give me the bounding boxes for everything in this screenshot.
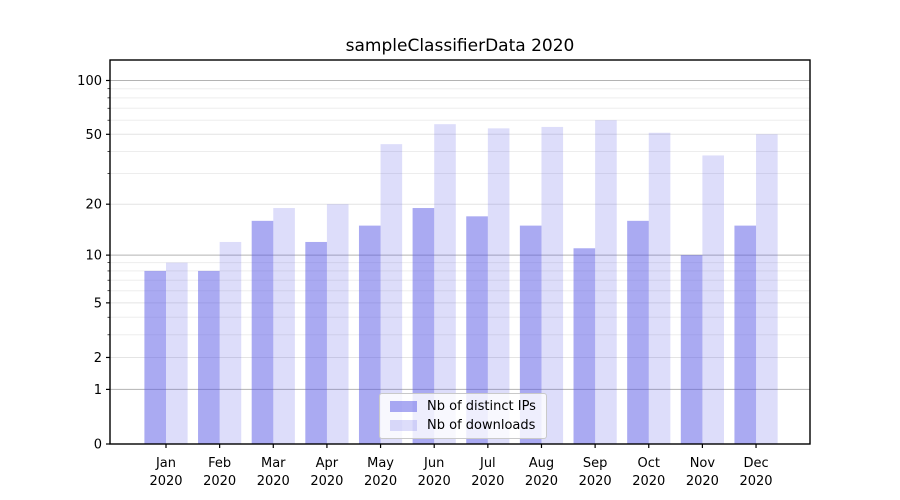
x-tick-label-year-aug: 2020	[525, 474, 558, 489]
x-tick-label-year-sep: 2020	[579, 474, 612, 489]
x-tick-label-year-oct: 2020	[632, 474, 665, 489]
bar-nb-of-distinct-ips-oct	[627, 220, 649, 444]
x-tick-label-year-jul: 2020	[471, 474, 504, 489]
plot-border	[109, 59, 811, 445]
x-tick-label-year-jun: 2020	[418, 474, 451, 489]
x-tick-label-year-apr: 2020	[310, 474, 343, 489]
bar-nb-of-distinct-ips-jul	[466, 216, 488, 444]
x-tick-label-month-apr: Apr	[316, 456, 339, 471]
legend-label-downloads: Nb of downloads	[427, 418, 536, 433]
bar-nb-of-downloads-nov	[702, 155, 724, 445]
x-tick-label-year-may: 2020	[364, 474, 397, 489]
y-tick-label-2: 2	[94, 351, 102, 366]
bar-nb-of-distinct-ips-apr	[305, 241, 327, 444]
x-tick-label-year-jan: 2020	[149, 474, 182, 489]
legend-entry-distinct-ips: Nb of distinct IPs	[390, 398, 536, 415]
bar-nb-of-downloads-sep	[595, 120, 617, 445]
x-tick-label-year-dec: 2020	[739, 474, 772, 489]
bar-nb-of-downloads-apr	[326, 204, 349, 444]
y-tick-label-5: 5	[94, 296, 102, 311]
bar-nb-of-distinct-ips-mar	[251, 220, 274, 444]
legend-swatch-distinct-ips	[390, 401, 417, 412]
legend-swatch-downloads	[390, 420, 417, 431]
x-tick-label-year-feb: 2020	[203, 474, 236, 489]
y-tick-label-100: 100	[77, 74, 102, 89]
x-tick-label-month-jun: Jun	[423, 456, 444, 471]
bar-nb-of-downloads-may	[380, 144, 403, 445]
bar-nb-of-distinct-ips-aug	[519, 225, 542, 444]
bar-nb-of-downloads-jan	[166, 262, 188, 444]
bar-nb-of-downloads-jul	[487, 128, 510, 445]
bar-nb-of-distinct-ips-jan	[144, 270, 166, 444]
x-tick-label-year-nov: 2020	[686, 474, 719, 489]
y-tick-label-50: 50	[85, 128, 102, 143]
y-tick-label-0: 0	[94, 438, 102, 453]
x-tick-label-month-aug: Aug	[529, 456, 554, 471]
bar-nb-of-downloads-aug	[541, 126, 564, 445]
x-tick-label-month-jan: Jan	[155, 456, 176, 471]
legend-entry-downloads: Nb of downloads	[390, 417, 536, 434]
y-tick-label-10: 10	[85, 249, 102, 264]
bar-nb-of-distinct-ips-jun	[412, 208, 435, 444]
y-tick-label-20: 20	[85, 198, 102, 213]
bar-nb-of-distinct-ips-dec	[734, 225, 757, 444]
x-tick-label-month-jul: Jul	[479, 456, 496, 471]
bar-nb-of-distinct-ips-sep	[573, 248, 596, 444]
x-tick-label-month-feb: Feb	[208, 456, 231, 471]
x-tick-label-month-mar: Mar	[261, 456, 286, 471]
bar-nb-of-downloads-dec	[756, 134, 778, 444]
x-tick-label-month-sep: Sep	[583, 456, 608, 471]
x-tick-label-month-dec: Dec	[743, 456, 768, 471]
x-tick-label-month-oct: Oct	[638, 456, 660, 471]
x-tick-label-month-nov: Nov	[690, 456, 716, 471]
legend: Nb of distinct IPs Nb of downloads	[379, 393, 547, 439]
y-tick-label-1: 1	[94, 383, 102, 398]
bar-nb-of-downloads-mar	[273, 208, 295, 444]
bar-nb-of-downloads-jun	[434, 124, 456, 444]
bar-nb-of-distinct-ips-may	[358, 225, 381, 444]
bar-nb-of-distinct-ips-nov	[680, 255, 703, 444]
legend-label-distinct-ips: Nb of distinct IPs	[427, 399, 536, 414]
bar-nb-of-downloads-oct	[648, 132, 671, 444]
bar-nb-of-downloads-feb	[219, 241, 242, 444]
x-tick-label-month-may: May	[367, 456, 394, 471]
chart-title: sampleClassifierData 2020	[345, 36, 575, 56]
x-tick-label-year-mar: 2020	[257, 474, 290, 489]
bar-nb-of-distinct-ips-feb	[198, 270, 220, 444]
